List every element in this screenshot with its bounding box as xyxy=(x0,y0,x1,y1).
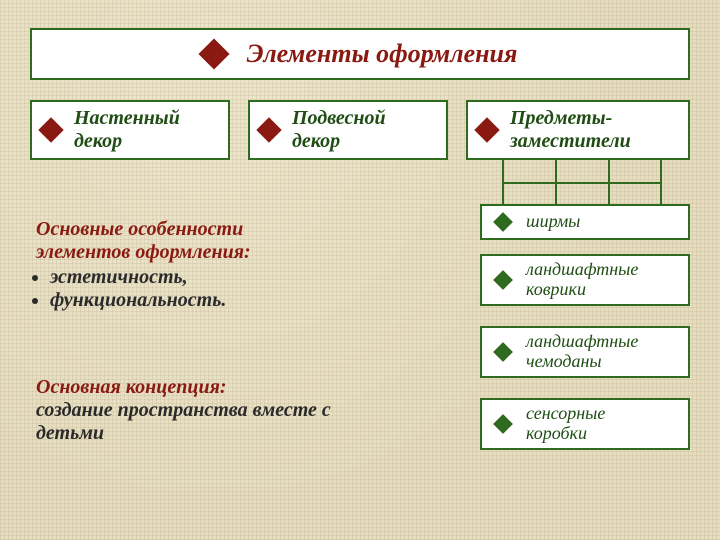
concept-block: Основная концепция: создание пространств… xyxy=(36,376,456,445)
item-sensory: сенсорные коробки xyxy=(480,398,690,450)
item-screens: ширмы xyxy=(480,204,690,240)
list-item: эстетичность, xyxy=(50,266,436,289)
connector-horiz xyxy=(502,182,660,184)
diamond-icon xyxy=(493,270,513,290)
list-item: функциональность. xyxy=(50,289,436,312)
category-label: Подвесной декор xyxy=(292,107,386,153)
features-heading: Основные особенности элементов оформлени… xyxy=(36,218,436,264)
category-proxies: Предметы- заместители xyxy=(466,100,690,160)
slide-canvas: Элементы оформления Настенный декор Подв… xyxy=(0,0,720,540)
item-label: сенсорные коробки xyxy=(526,404,605,444)
title-box: Элементы оформления xyxy=(30,28,690,80)
category-label: Предметы- заместители xyxy=(510,107,631,153)
concept-heading: Основная концепция: xyxy=(36,376,456,399)
title-text: Элементы оформления xyxy=(247,39,518,69)
features-block: Основные особенности элементов оформлени… xyxy=(36,218,436,312)
connector-drop xyxy=(502,160,504,204)
diamond-icon xyxy=(493,414,513,434)
item-label: ландшафтные коврики xyxy=(526,260,638,300)
diamond-icon xyxy=(38,117,63,142)
item-cases: ландшафтные чемоданы xyxy=(480,326,690,378)
diamond-icon xyxy=(493,212,513,232)
category-label: Настенный декор xyxy=(74,107,180,153)
concept-body: создание пространства вместе с детьми xyxy=(36,399,456,445)
connector-drop xyxy=(555,160,557,204)
category-wall: Настенный декор xyxy=(30,100,230,160)
category-hanging: Подвесной декор xyxy=(248,100,448,160)
diamond-icon xyxy=(256,117,281,142)
diamond-icon xyxy=(474,117,499,142)
item-label: ландшафтные чемоданы xyxy=(526,332,638,372)
item-label: ширмы xyxy=(526,212,580,232)
diamond-icon xyxy=(493,342,513,362)
features-list: эстетичность, функциональность. xyxy=(36,266,436,312)
item-mats: ландшафтные коврики xyxy=(480,254,690,306)
connector-drop xyxy=(660,160,662,204)
diamond-icon xyxy=(198,38,229,69)
connector-drop xyxy=(608,160,610,204)
